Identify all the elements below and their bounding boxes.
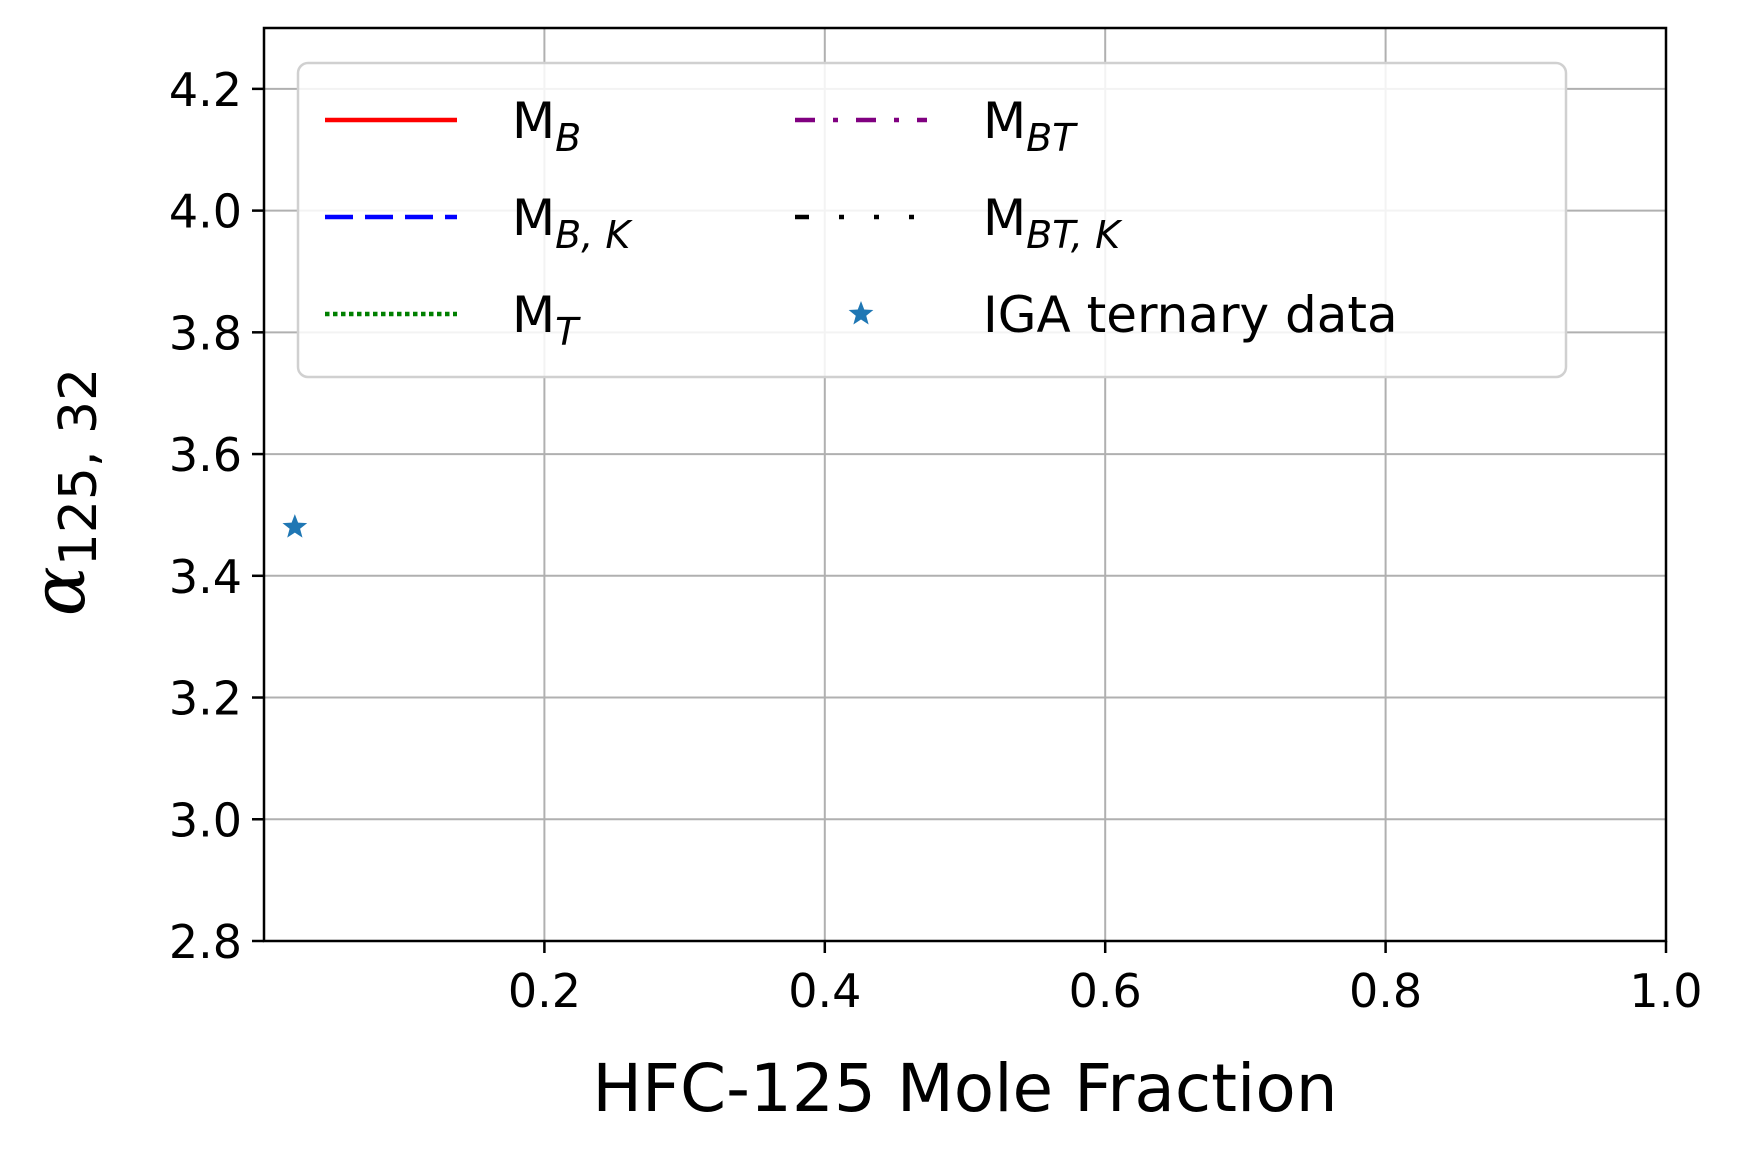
y-axis-subscript: 125, 32 [49, 368, 109, 566]
legend-label: IGA ternary data [983, 286, 1398, 344]
y-tick-label: 3.0 [169, 793, 242, 847]
y-tick-label: 3.8 [169, 306, 242, 360]
legend-label: MBT [983, 92, 1078, 160]
legend-label: MBT, K [983, 189, 1123, 257]
x-tick-label: 0.6 [1069, 964, 1142, 1018]
y-axis-title: α125, 32 [16, 368, 109, 616]
y-tick-label: 4.0 [169, 185, 242, 239]
y-axis-ticks: 2.8 3.0 3.2 3.4 3.6 3.8 4.0 4.2 [169, 63, 264, 969]
x-tick-label: 0.8 [1349, 964, 1422, 1018]
x-axis-title: HFC-125 Mole Fraction [592, 1050, 1337, 1127]
y-tick-label: 2.8 [169, 915, 242, 969]
y-tick-label: 3.2 [169, 672, 242, 726]
y-axis-symbol: α [16, 566, 102, 616]
x-tick-label: 0.2 [508, 964, 581, 1018]
data-point [282, 514, 308, 538]
y-tick-label: 4.2 [169, 63, 242, 117]
y-tick-label: 3.6 [169, 428, 242, 482]
series-layer [282, 514, 308, 538]
legend-box [296, 61, 1568, 379]
svg-text:α125, 32: α125, 32 [16, 368, 109, 616]
legend-label: MT [512, 286, 581, 354]
x-tick-label: 1.0 [1629, 964, 1702, 1018]
x-tick-label: 0.4 [788, 964, 861, 1018]
y-tick-label: 3.4 [169, 550, 242, 604]
plot-frame [262, 26, 1668, 943]
legend-label: MB [512, 92, 581, 160]
legend-label: MB, K [512, 189, 633, 257]
legend: MB MB, K MT MBT MBT, K IGA ternary data [296, 61, 1568, 379]
legend-handle [848, 301, 874, 325]
x-axis-ticks: 0.2 0.4 0.6 0.8 1.0 [508, 941, 1703, 1018]
